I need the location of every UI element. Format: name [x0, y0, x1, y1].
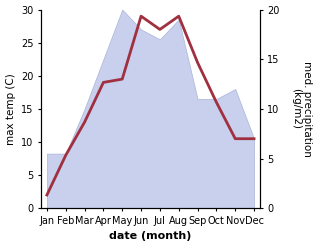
Y-axis label: max temp (C): max temp (C)	[5, 73, 16, 145]
X-axis label: date (month): date (month)	[109, 231, 192, 242]
Y-axis label: med. precipitation
(kg/m2): med. precipitation (kg/m2)	[291, 61, 313, 157]
